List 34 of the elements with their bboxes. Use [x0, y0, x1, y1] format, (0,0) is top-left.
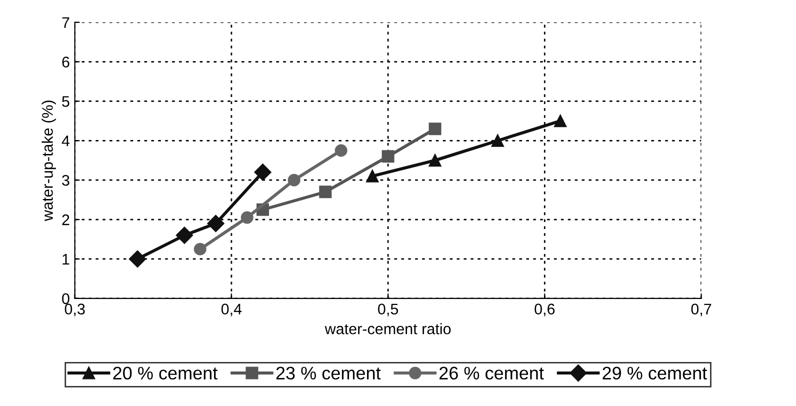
y-tick-label: 1: [62, 254, 70, 265]
y-tick-label: 4: [62, 136, 70, 146]
point: [491, 134, 504, 147]
y-tick-label: 5: [62, 96, 70, 107]
legend-label: 20 % cement: [113, 366, 218, 380]
point: [382, 150, 394, 163]
point: [288, 174, 300, 186]
x-tick-label: 0,3: [64, 304, 85, 316]
legend-label: 26 % cement: [440, 366, 544, 380]
point: [207, 214, 224, 232]
point: [428, 122, 442, 136]
y-tick-label: 7: [62, 17, 70, 28]
legend-label: 23 % cement: [276, 366, 381, 380]
y-tick-label: 6: [62, 56, 70, 68]
point: [366, 170, 379, 182]
x-tick-label: 0,6: [534, 304, 555, 316]
legend-label: 29 % cement: [602, 366, 708, 380]
point: [254, 164, 272, 181]
point: [240, 211, 254, 224]
y-tick-label: 0: [62, 293, 70, 304]
point: [428, 154, 442, 167]
x-tick-label: 0,4: [221, 304, 242, 316]
y-axis-title: water-up-take (%): [42, 100, 56, 222]
point: [176, 226, 194, 244]
point: [319, 186, 332, 198]
y-tick-label: 3: [62, 174, 70, 186]
y-tick-label: 2: [62, 214, 70, 226]
point: [194, 242, 206, 256]
point: [334, 144, 348, 157]
x-tick-label: 0,7: [691, 304, 712, 316]
point: [128, 250, 146, 268]
x-axis-title: water-cement ratio: [324, 323, 451, 334]
x-tick-label: 0,5: [378, 304, 398, 316]
point: [554, 114, 567, 128]
